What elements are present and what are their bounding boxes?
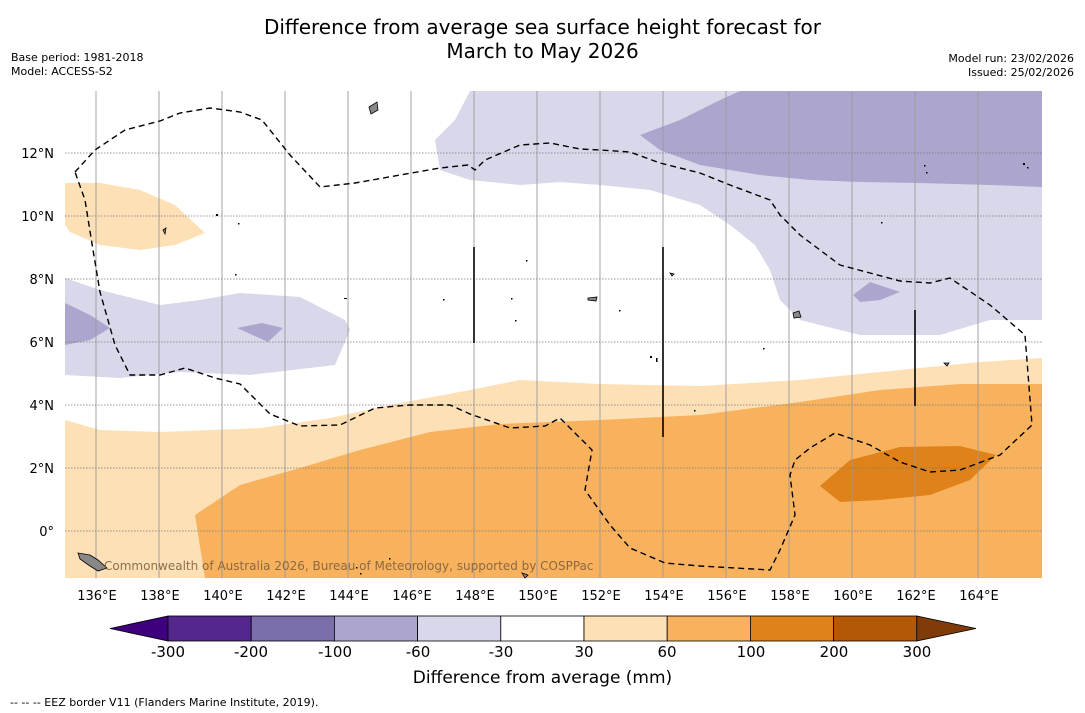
lat-label: 10°N — [21, 210, 54, 225]
colorbar-tick-label: 30 — [574, 643, 594, 661]
colorbar-tick-label: 300 — [902, 643, 932, 661]
lon-label: 156°E — [707, 589, 747, 604]
colorbar-segment — [417, 615, 502, 642]
lon-label: 158°E — [770, 589, 810, 604]
latitude-labels: 12°N 10°N 8°N 6°N 4°N 2°N 0° — [21, 147, 54, 540]
lon-label: 162°E — [896, 589, 936, 604]
map-fill-layer — [65, 91, 1042, 578]
colorbar-segment — [333, 615, 418, 642]
colorbar-tick-label: -30 — [488, 643, 514, 661]
lon-label: 148°E — [455, 589, 495, 604]
colorbar-segment — [666, 615, 751, 642]
colorbar-tick-label: -200 — [233, 643, 269, 661]
islands — [77, 101, 950, 579]
colorbar-segment — [583, 615, 668, 642]
lon-label: 150°E — [518, 589, 558, 604]
lon-label: 144°E — [329, 589, 369, 604]
colorbar-segment — [833, 615, 918, 642]
colorbar-segment — [167, 615, 252, 642]
lon-label: 160°E — [833, 589, 873, 604]
anomaly-region-pos30-northwest — [65, 183, 205, 250]
lat-label: 12°N — [21, 147, 54, 162]
base-period: Base period: 1981-2018 — [11, 51, 144, 64]
anomaly-region-pos60 — [195, 384, 1042, 578]
lat-label: 8°N — [30, 273, 55, 288]
colorbar-tick-label: -300 — [150, 643, 186, 661]
eez-borders — [74, 107, 1033, 571]
lat-label: 4°N — [30, 399, 55, 414]
anomaly-region-neg60-west — [65, 303, 110, 345]
model-run: Model run: 23/02/2026 — [948, 52, 1074, 65]
colorbar-title: Difference from average (mm) — [412, 668, 673, 688]
colorbar-segment — [750, 615, 835, 642]
model-name: Model: ACCESS-S2 — [11, 65, 113, 78]
anomaly-region-neg60-north — [640, 91, 1042, 187]
lat-label: 6°N — [30, 336, 55, 351]
lat-label: 2°N — [30, 462, 55, 477]
colorbar-tick-label: -60 — [405, 643, 431, 661]
map-title-line1: Difference from average sea surface heig… — [263, 15, 822, 39]
copyright-text: Commonwealth of Australia 2026, Bureau o… — [104, 559, 594, 573]
colorbar-tick-label: 200 — [819, 643, 849, 661]
anomaly-region-neg60-patch-east — [853, 282, 900, 302]
lon-label: 146°E — [392, 589, 432, 604]
anomaly-region-neg60-west-small — [237, 323, 283, 342]
colorbar-extend-high — [916, 615, 977, 642]
issued-date: Issued: 25/02/2026 — [967, 66, 1074, 79]
lon-label: 142°E — [266, 589, 306, 604]
atoll-dots — [216, 163, 1029, 575]
colorbar-segment — [500, 615, 585, 642]
lon-label: 136°E — [77, 589, 117, 604]
anomaly-region-neg30-west — [65, 278, 350, 378]
colorbar-tick-label: 60 — [657, 643, 677, 661]
map-title-line2: March to May 2026 — [446, 39, 639, 63]
lon-label: 152°E — [581, 589, 621, 604]
lon-label: 164°E — [959, 589, 999, 604]
eez-segments — [473, 247, 916, 437]
lon-label: 140°E — [203, 589, 243, 604]
colorbar-tick-label: -100 — [317, 643, 353, 661]
colorbar-extend-low — [109, 615, 169, 642]
colorbar-tick-label: 100 — [736, 643, 766, 661]
lon-label: 154°E — [644, 589, 684, 604]
longitude-labels: 136°E 138°E 140°E 142°E 144°E 146°E 148°… — [77, 589, 999, 604]
eez-footnote: -- -- -- EEZ border V11 (Flanders Marine… — [10, 696, 319, 709]
anomaly-region-pos100 — [820, 446, 996, 502]
colorbar-segment — [250, 615, 335, 642]
colorbar — [109, 615, 977, 642]
lon-label: 138°E — [140, 589, 180, 604]
lat-label: 0° — [39, 525, 54, 540]
